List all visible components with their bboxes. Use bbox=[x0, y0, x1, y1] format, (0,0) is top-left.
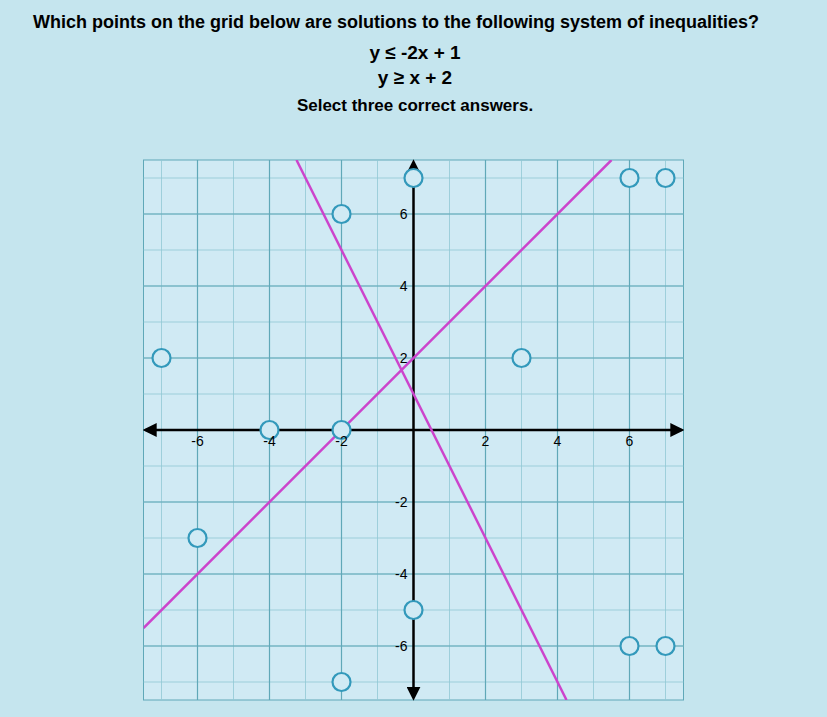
x-tick-label: -2 bbox=[335, 433, 348, 449]
point[interactable] bbox=[405, 169, 423, 187]
inequality: y ≤ -2x + 1 bbox=[33, 40, 797, 65]
plot-svg: -6 -4 -2 2 4 6 -6 -4 -2 2 4 6 bbox=[0, 152, 827, 717]
point[interactable] bbox=[153, 349, 171, 367]
y-tick-label: 4 bbox=[400, 278, 408, 294]
y-tick-label: -2 bbox=[395, 494, 408, 510]
x-tick-label: -4 bbox=[263, 433, 276, 449]
point[interactable] bbox=[333, 673, 351, 691]
x-tick-label: 4 bbox=[554, 433, 562, 449]
line bbox=[144, 160, 612, 628]
y-tick-label: -4 bbox=[395, 566, 408, 582]
chart: -6 -4 -2 2 4 6 -6 -4 -2 2 4 6 bbox=[0, 152, 827, 717]
point[interactable] bbox=[189, 529, 207, 547]
x-tick-label: 6 bbox=[626, 433, 634, 449]
header: Which points on the grid below are solut… bbox=[0, 0, 827, 152]
y-tick-label: -6 bbox=[395, 638, 408, 654]
point[interactable] bbox=[333, 205, 351, 223]
point[interactable] bbox=[513, 349, 531, 367]
subtitle: Select three correct answers. bbox=[33, 94, 797, 118]
point[interactable] bbox=[405, 601, 423, 619]
data bbox=[144, 160, 675, 700]
annotations: y ≤ -2x + 1y ≥ x + 2 bbox=[33, 40, 797, 90]
point[interactable] bbox=[657, 169, 675, 187]
y-tick-label: 2 bbox=[400, 350, 408, 366]
x-tick-label: -6 bbox=[191, 433, 204, 449]
point[interactable] bbox=[657, 637, 675, 655]
line bbox=[297, 160, 567, 700]
y-tick-label: 6 bbox=[400, 206, 408, 222]
x-tick-label: 2 bbox=[482, 433, 490, 449]
point[interactable] bbox=[621, 169, 639, 187]
point[interactable] bbox=[621, 637, 639, 655]
tick-labels: -6 -4 -2 2 4 6 -6 -4 -2 2 4 6 bbox=[191, 206, 633, 654]
plot-area bbox=[144, 160, 684, 700]
inequality: y ≥ x + 2 bbox=[33, 65, 797, 90]
grid bbox=[144, 160, 684, 700]
title: Which points on the grid below are solut… bbox=[33, 10, 797, 34]
